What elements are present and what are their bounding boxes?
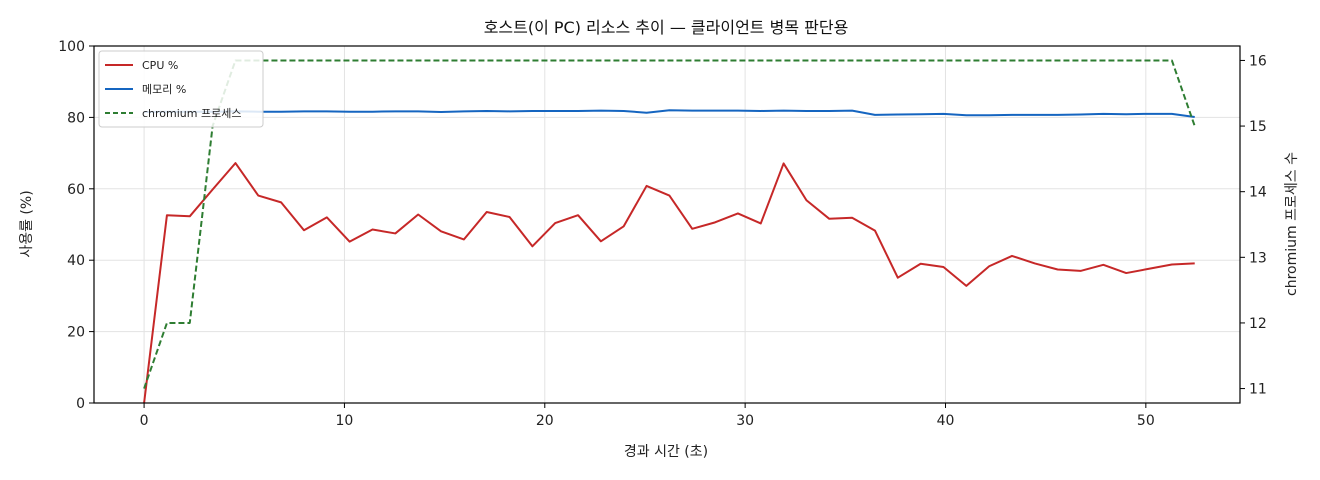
y2-tick-label: 15 [1249,119,1267,135]
y2-tick-label: 14 [1249,185,1267,201]
legend-label: chromium 프로세스 [142,107,241,120]
y-axis-left: 0 20 40 60 80 100 [58,39,94,412]
y2-tick-label: 13 [1249,250,1267,266]
y-axis-right: 11 12 13 14 15 16 [1240,53,1267,398]
y-axis-label: 사용률 (%) [19,190,35,257]
x-tick-label: 0 [140,413,149,429]
x-tick-label: 50 [1137,413,1155,429]
y-tick-label: 80 [67,110,85,126]
y2-tick-label: 11 [1249,382,1267,398]
x-axis-label: 경과 시간 (초) [624,444,708,460]
series-line-2 [144,109,1195,119]
y-tick-label: 40 [67,253,85,269]
x-tick-label: 10 [336,413,354,429]
x-axis: 0 10 20 30 40 50 [140,403,1155,429]
chart-title: 호스트(이 PC) 리소스 추이 — 클라이언트 병목 판단용 [484,18,849,37]
y-tick-label: 60 [67,182,85,198]
series-line-1 [143,162,1195,404]
legend-box [98,50,264,128]
y-tick-label: 20 [67,325,85,341]
x-tick-label: 20 [536,413,554,429]
y2-tick-label: 12 [1249,316,1267,332]
series-layer [143,59,1196,404]
x-tick-label: 30 [736,413,754,429]
legend: CPU % 메모리 % chromium 프로세스 [98,50,264,128]
y2-axis-label: chromium 프로세스 수 [1284,152,1300,296]
series-line-3 [143,59,1196,389]
legend-label: CPU % [142,59,178,72]
plot-frame [93,45,1241,404]
grid-lines [94,45,1240,404]
y2-tick-label: 16 [1249,53,1267,69]
y-tick-label: 0 [76,396,85,412]
y-tick-label: 100 [58,39,85,55]
legend-label: 메모리 % [142,83,186,96]
x-tick-label: 40 [937,413,955,429]
